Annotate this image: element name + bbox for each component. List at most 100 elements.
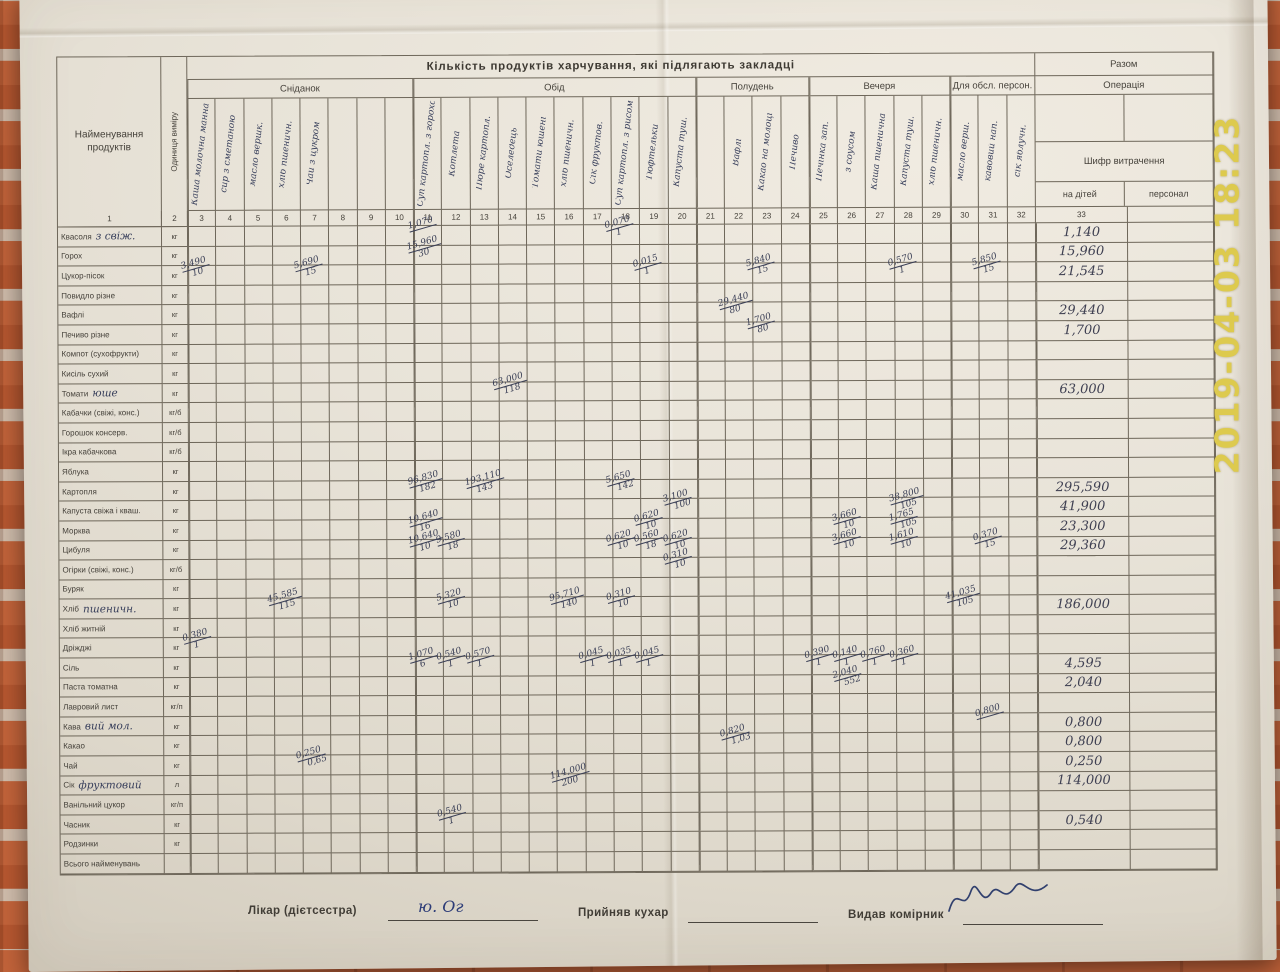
data-cell: 0,390 1 xyxy=(803,644,841,675)
data-cell xyxy=(529,734,558,755)
data-cell xyxy=(189,618,219,639)
total-personnel-cell xyxy=(1130,810,1217,831)
unit-cell: кг xyxy=(162,246,189,267)
data-cell xyxy=(501,832,530,853)
data-cell xyxy=(471,499,501,520)
data-cell xyxy=(812,831,841,852)
data-cell xyxy=(641,479,670,500)
data-cell xyxy=(244,285,274,306)
total-children-cell: 0,250 xyxy=(1038,751,1131,772)
data-cell xyxy=(642,851,672,872)
data-cell xyxy=(783,576,812,597)
data-cell xyxy=(838,223,867,244)
data-cell xyxy=(640,303,669,323)
data-cell xyxy=(951,360,981,381)
data-cell xyxy=(244,246,273,266)
data-cell xyxy=(188,461,218,482)
dish-column-header: Суп картопл. з горохом xyxy=(413,97,443,210)
total-personnel-cell xyxy=(1130,731,1217,752)
data-cell xyxy=(612,401,642,422)
data-cell xyxy=(444,715,473,736)
data-cell xyxy=(301,304,330,325)
data-cell xyxy=(586,793,615,814)
column-number: 19 xyxy=(640,208,669,225)
data-cell xyxy=(670,675,699,696)
data-cell xyxy=(471,343,500,363)
data-cell xyxy=(415,500,444,520)
data-cell xyxy=(951,262,980,283)
data-cell xyxy=(585,734,615,755)
data-cell xyxy=(895,380,924,401)
total-personnel-cell xyxy=(1128,438,1215,458)
data-cell xyxy=(781,243,810,264)
data-cell xyxy=(868,811,898,832)
data-cell xyxy=(443,402,472,422)
data-cell xyxy=(187,226,217,247)
data-cell xyxy=(360,813,389,834)
data-cell xyxy=(755,655,784,676)
data-cell xyxy=(923,439,953,459)
data-cell xyxy=(697,420,726,441)
unit-cell: кг/п xyxy=(164,795,191,815)
data-cell xyxy=(812,792,841,813)
data-cell xyxy=(556,381,585,402)
data-cell xyxy=(585,754,615,774)
data-cell xyxy=(501,852,530,873)
data-cell xyxy=(498,245,528,265)
data-cell xyxy=(726,596,755,617)
data-cell xyxy=(584,479,614,500)
data-cell xyxy=(699,753,728,774)
data-cell xyxy=(331,696,360,717)
data-cell xyxy=(414,402,444,422)
data-cell xyxy=(188,442,218,463)
data-cell xyxy=(386,284,415,305)
data-cell xyxy=(218,775,247,796)
data-cell xyxy=(613,616,643,637)
dish-column-header: Чай з цукром xyxy=(300,98,330,211)
data-cell xyxy=(811,557,840,577)
data-cell xyxy=(1008,380,1037,400)
data-cell xyxy=(782,380,811,401)
data-cell xyxy=(331,657,360,677)
data-cell xyxy=(726,498,755,519)
data-cell xyxy=(925,791,954,812)
total-children-cell: 21,545 xyxy=(1036,262,1129,283)
data-cell xyxy=(527,225,556,246)
data-cell xyxy=(500,499,529,520)
column-number: 28 xyxy=(894,207,923,224)
data-cell xyxy=(925,733,954,753)
column-number: 29 xyxy=(922,207,952,224)
total-children-cell: 0,800 xyxy=(1038,732,1131,753)
total-children-cell xyxy=(1036,457,1130,478)
data-cell xyxy=(699,851,728,872)
data-cell xyxy=(584,362,613,382)
column-number: 15 xyxy=(527,209,556,226)
data-cell xyxy=(442,225,471,246)
unit-cell: кг xyxy=(164,736,191,757)
data-cell xyxy=(216,324,246,345)
total-children-cell: 1,140 xyxy=(1035,222,1129,243)
handwritten-note: вий мол. xyxy=(84,720,133,733)
data-cell xyxy=(499,323,528,344)
data-cell xyxy=(499,421,529,442)
unit-cell: кг xyxy=(163,677,191,698)
data-cell xyxy=(275,833,304,854)
data-cell xyxy=(358,539,388,560)
data-cell xyxy=(245,363,274,384)
data-cell xyxy=(357,284,387,305)
data-cell xyxy=(838,282,867,303)
data-cell xyxy=(726,616,756,637)
data-cell xyxy=(529,793,558,814)
data-cell xyxy=(1009,595,1038,616)
data-cell xyxy=(217,520,246,541)
data-cell xyxy=(529,773,558,794)
total-personnel-cell xyxy=(1128,261,1215,282)
total-children-cell xyxy=(1038,830,1131,851)
column-number: 2 xyxy=(161,210,188,228)
data-cell xyxy=(414,323,443,344)
data-cell: 0,620 10 xyxy=(605,528,642,559)
data-cell xyxy=(416,735,445,755)
total-children-cell: 23,300 xyxy=(1037,516,1130,537)
data-cell xyxy=(473,813,502,834)
data-cell xyxy=(753,243,782,264)
